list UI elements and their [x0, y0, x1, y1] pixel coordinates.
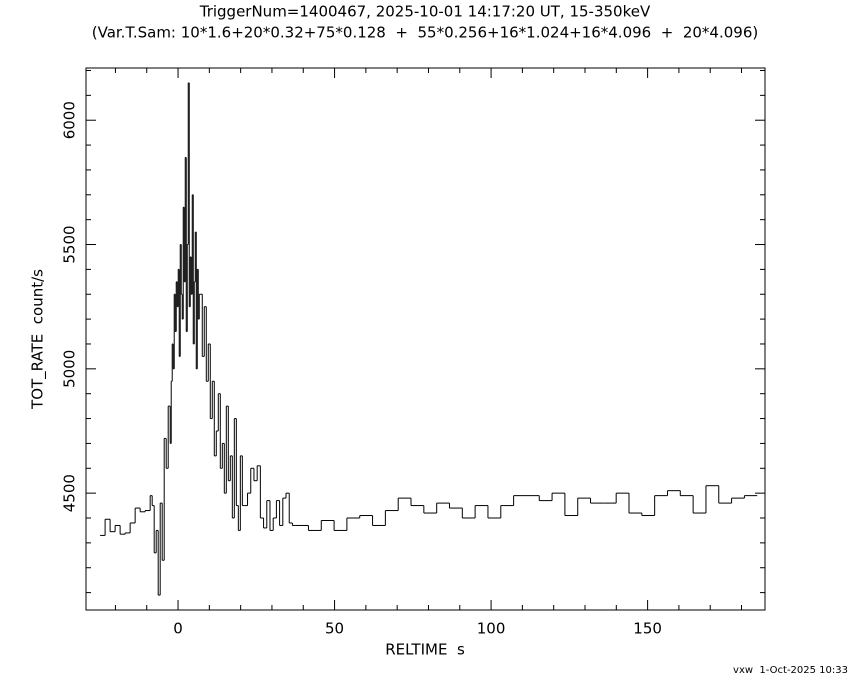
x-tick-label: 100: [477, 620, 506, 638]
chart-title: TriggerNum=1400467, 2025-10-01 14:17:20 …: [199, 3, 651, 21]
y-tick-label: 6000: [61, 101, 79, 139]
x-tick-label: 0: [173, 620, 183, 638]
x-tick-label: 50: [325, 620, 344, 638]
x-axis-label: RELTIME s: [385, 641, 465, 659]
chart-subtitle: (Var.T.Sam: 10*1.6+20*0.32+75*0.128 + 55…: [92, 24, 758, 42]
y-tick-label: 5000: [61, 350, 79, 388]
y-axis-label: TOT_RATE count/s: [29, 269, 48, 410]
x-tick-label: 150: [633, 620, 662, 638]
plot-frame: [85, 67, 766, 611]
y-tick-label: 4500: [61, 474, 79, 512]
y-tick-label: 5500: [61, 225, 79, 263]
footer: vxw 1-Oct-2025 10:33: [733, 665, 848, 676]
